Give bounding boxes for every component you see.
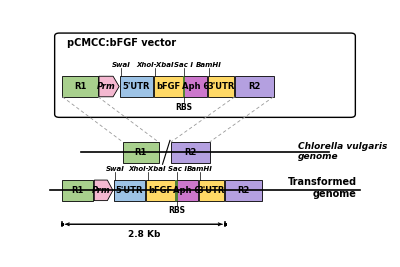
Text: R2: R2	[184, 148, 196, 157]
Text: SwaI: SwaI	[112, 62, 131, 68]
Text: R1: R1	[134, 148, 147, 157]
Text: Aph 6: Aph 6	[173, 186, 201, 195]
Bar	[225, 180, 262, 201]
Text: R2: R2	[248, 82, 260, 91]
Bar	[123, 142, 158, 163]
Bar	[199, 180, 224, 201]
Bar	[184, 76, 207, 97]
Bar	[175, 180, 178, 201]
Bar	[176, 180, 198, 201]
Text: 5'UTR: 5'UTR	[122, 82, 150, 91]
Bar	[235, 76, 274, 97]
Bar	[62, 180, 94, 201]
Text: Prm: Prm	[97, 82, 116, 91]
Text: 3'UTR: 3'UTR	[198, 186, 225, 195]
Text: RBS: RBS	[169, 206, 186, 215]
Bar	[224, 223, 227, 226]
Polygon shape	[94, 180, 113, 201]
FancyBboxPatch shape	[55, 33, 355, 117]
Bar	[171, 142, 210, 163]
Text: 5'UTR: 5'UTR	[116, 186, 143, 195]
Bar	[183, 76, 186, 97]
Bar	[120, 76, 153, 97]
Text: BamHI: BamHI	[196, 62, 222, 68]
Text: XhoI-XbaI: XhoI-XbaI	[129, 166, 166, 172]
Text: pCMCC:bFGF vector: pCMCC:bFGF vector	[67, 38, 176, 48]
Text: BamHI: BamHI	[187, 166, 213, 172]
Text: bFGF: bFGF	[148, 186, 172, 195]
Text: Prm: Prm	[92, 186, 110, 195]
Bar	[146, 180, 175, 201]
Text: XhoI-XbaI: XhoI-XbaI	[136, 62, 174, 68]
Text: Aph 6: Aph 6	[182, 82, 209, 91]
Text: RBS: RBS	[176, 103, 192, 112]
Bar	[61, 223, 64, 226]
Text: Sac I: Sac I	[174, 62, 194, 68]
Bar	[208, 76, 234, 97]
Text: bFGF: bFGF	[156, 82, 180, 91]
Polygon shape	[99, 76, 119, 97]
Text: Transformed
genome: Transformed genome	[288, 178, 357, 199]
Text: R1: R1	[74, 82, 86, 91]
Text: Chlorella vulgaris
genome: Chlorella vulgaris genome	[298, 142, 387, 161]
Text: Sac I: Sac I	[168, 166, 186, 172]
Text: R2: R2	[238, 186, 250, 195]
Text: R1: R1	[72, 186, 84, 195]
Bar	[114, 180, 145, 201]
Bar	[62, 76, 98, 97]
Bar	[154, 76, 183, 97]
Text: 3'UTR: 3'UTR	[207, 82, 234, 91]
Text: 2.8 Kb: 2.8 Kb	[128, 230, 160, 239]
Text: SwaI: SwaI	[106, 166, 124, 172]
